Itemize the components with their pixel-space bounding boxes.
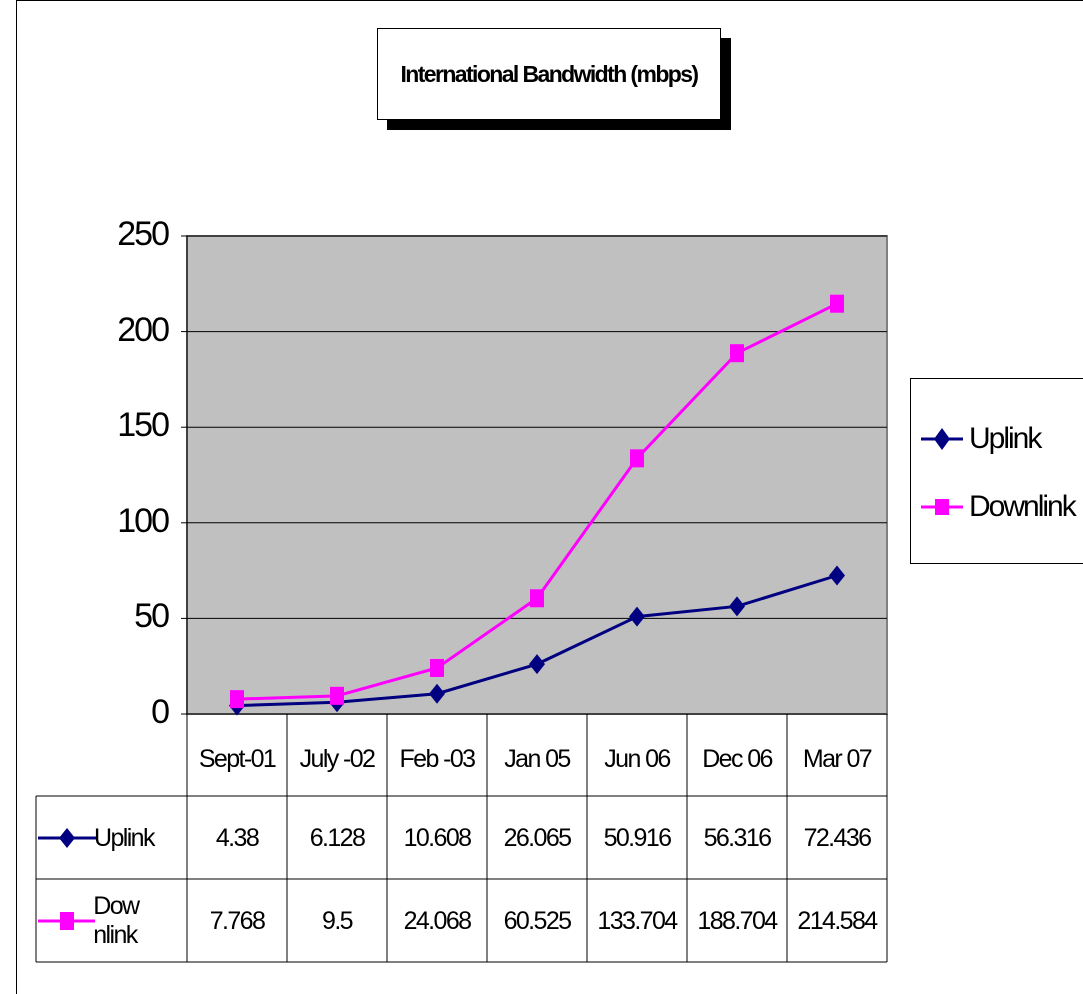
- data-point-downlink: [630, 449, 644, 468]
- table-cell: 72.436: [803, 824, 872, 852]
- chart-title: International Bandwidth (mbps): [377, 28, 721, 120]
- x-category-label: Dec 06: [702, 745, 773, 773]
- data-point-downlink: [230, 690, 244, 709]
- table-cell: 7.768: [209, 907, 266, 935]
- data-point-downlink: [430, 658, 444, 677]
- chart-title-text: International Bandwidth (mbps): [400, 60, 700, 87]
- y-tick-label: 50: [134, 597, 170, 636]
- x-category-label: July -02: [299, 745, 376, 773]
- x-category-label: Feb -03: [399, 745, 477, 773]
- table-cell: 56.316: [703, 824, 772, 852]
- legend: Uplink Downlink: [910, 378, 1083, 564]
- square-marker-icon: [38, 912, 96, 930]
- data-point-downlink: [330, 686, 344, 705]
- diamond-marker-icon: [38, 828, 96, 848]
- square-marker-icon: [921, 499, 963, 515]
- table-cell: 50.916: [603, 824, 672, 852]
- data-point-uplink: [729, 596, 745, 617]
- table-row-label-text: Dow nlink: [93, 892, 140, 949]
- table-row-label-downlink: Dow nlink: [36, 879, 186, 963]
- x-category-label: Sept-01: [198, 745, 277, 773]
- table-row-label-uplink: Uplink: [36, 796, 186, 880]
- chart-frame: [16, 0, 1083, 994]
- table-cell: 214.584: [797, 907, 878, 935]
- table-cell: 10.608: [403, 824, 472, 852]
- legend-label-uplink: Uplink: [969, 422, 1042, 455]
- table-cell: 24.068: [403, 907, 472, 935]
- plot-area: [186, 235, 888, 715]
- data-point-uplink: [629, 606, 645, 627]
- legend-item-uplink: Uplink: [919, 419, 1083, 459]
- table-cell: 9.5: [322, 907, 354, 935]
- data-point-downlink: [730, 344, 744, 363]
- table-cell: 60.525: [503, 907, 572, 935]
- y-tick-label: 150: [117, 406, 170, 445]
- table-cell: 188.704: [697, 907, 778, 935]
- y-tick-label: 200: [117, 310, 170, 349]
- x-category-label: Mar 07: [802, 745, 873, 773]
- y-tick-label: 100: [117, 501, 170, 540]
- data-point-downlink: [830, 294, 844, 313]
- legend-label-downlink: Downlink: [969, 490, 1077, 523]
- y-tick-label: 0: [151, 693, 170, 731]
- data-point-downlink: [530, 589, 544, 608]
- diamond-marker-icon: [921, 428, 963, 450]
- table-cell: 26.065: [503, 824, 572, 852]
- data-point-uplink: [529, 654, 545, 675]
- legend-item-downlink: Downlink: [919, 487, 1083, 527]
- table-cell: 4.38: [215, 824, 260, 852]
- data-point-uplink: [829, 565, 845, 586]
- x-category-label: Jan 05: [504, 745, 571, 773]
- data-point-uplink: [429, 683, 445, 704]
- table-cell: 6.128: [309, 824, 366, 852]
- y-tick-label: 250: [117, 215, 170, 253]
- table-cell: 133.704: [597, 907, 678, 935]
- x-category-label: Jun 06: [604, 745, 671, 773]
- table-row-label-text: Uplink: [94, 823, 155, 852]
